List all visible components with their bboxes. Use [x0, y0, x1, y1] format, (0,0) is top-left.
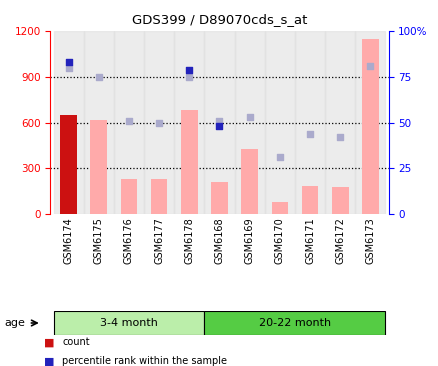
Bar — [241, 149, 258, 214]
Point — [185, 74, 192, 80]
Point — [215, 118, 223, 124]
Bar — [294, 31, 325, 214]
Point — [215, 123, 223, 129]
Bar — [234, 31, 264, 214]
Bar — [211, 182, 227, 214]
Point — [185, 67, 192, 72]
Point — [125, 118, 132, 124]
Bar — [53, 311, 204, 335]
Bar — [331, 187, 348, 214]
Bar — [151, 179, 167, 214]
Point — [155, 120, 162, 126]
Bar — [325, 31, 354, 214]
Bar — [144, 31, 174, 214]
Point — [65, 65, 72, 71]
Point — [366, 63, 373, 69]
Bar — [120, 179, 137, 214]
Point — [306, 131, 313, 137]
Bar — [204, 311, 385, 335]
Point — [65, 59, 72, 65]
Bar — [60, 115, 77, 214]
Bar — [174, 31, 204, 214]
Text: percentile rank within the sample: percentile rank within the sample — [62, 356, 227, 366]
Bar — [204, 31, 234, 214]
Text: 20-22 month: 20-22 month — [258, 318, 330, 328]
Text: count: count — [62, 337, 90, 347]
Bar — [53, 31, 84, 214]
Bar — [180, 111, 197, 214]
Point — [246, 114, 253, 120]
Bar — [90, 120, 107, 214]
Bar — [113, 31, 144, 214]
Bar — [354, 31, 385, 214]
Text: ■: ■ — [44, 337, 54, 347]
Text: age: age — [4, 318, 25, 328]
Point — [336, 134, 343, 140]
Text: GDS399 / D89070cds_s_at: GDS399 / D89070cds_s_at — [131, 13, 307, 26]
Text: ■: ■ — [44, 356, 54, 366]
Point — [95, 74, 102, 80]
Text: 3-4 month: 3-4 month — [100, 318, 158, 328]
Bar — [271, 202, 287, 214]
Bar — [84, 31, 113, 214]
Bar — [301, 186, 318, 214]
Point — [276, 154, 283, 160]
Bar — [361, 39, 378, 214]
Bar — [264, 31, 294, 214]
